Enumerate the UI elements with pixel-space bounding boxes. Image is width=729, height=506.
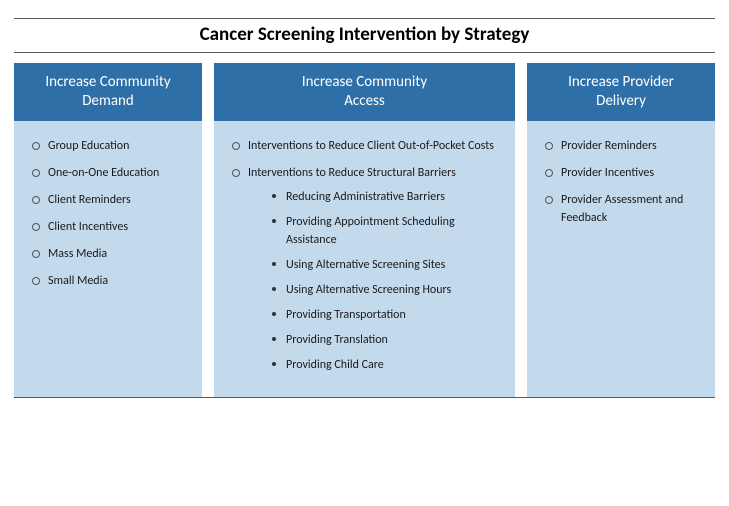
list-item-text: Provider Assessment and Feedback [561,193,683,225]
item-list: Interventions to Reduce Client Out-of-Po… [226,137,505,374]
strategy-column: Increase ProviderDelivery Provider Remind… [527,63,715,397]
list-item: Mass Media [30,245,192,263]
column-header: Increase CommunityDemand [14,63,202,121]
list-item-text: Interventions to Reduce Client Out-of-Po… [248,139,494,153]
title-bar: Cancer Screening Intervention by Strateg… [14,18,715,53]
item-list: Group Education One-on-One Education Clien… [26,137,192,290]
list-item-text: Client Incentives [48,220,128,234]
column-body: Provider Reminders Provider Incentives Pro… [527,121,715,397]
column-header: Increase ProviderDelivery [527,63,715,121]
list-item-text: One-on-One Education [48,166,159,180]
list-item: Small Media [30,272,192,290]
sub-list-item: Providing Transportation [272,306,505,324]
column-header: Increase CommunityAccess [214,63,515,121]
column-body: Group Education One-on-One Education Clien… [14,121,202,397]
list-item: Provider Reminders [543,137,705,155]
list-item-text: Small Media [48,274,108,288]
list-item: Client Reminders [30,191,192,209]
list-item-text: Provider Reminders [561,139,657,153]
list-item: One-on-One Education [30,164,192,182]
column-header-line: Increase Community [45,73,170,92]
sub-list-item: Providing Child Care [272,356,505,374]
list-item-text: Interventions to Reduce Structural Barri… [248,166,456,180]
sub-list-item: Using Alternative Screening Hours [272,281,505,299]
strategy-column: Increase CommunityAccess Interventions to… [214,63,515,397]
list-item: Client Incentives [30,218,192,236]
sub-list-item: Reducing Administrative Barriers [272,188,505,206]
column-header-line: Delivery [596,92,646,111]
list-item-text: Mass Media [48,247,107,261]
column-body: Interventions to Reduce Client Out-of-Po… [214,121,515,397]
list-item-text: Group Education [48,139,129,153]
list-item-text: Provider Incentives [561,166,654,180]
sub-list-item: Providing Appointment Scheduling Assista… [272,213,505,249]
column-header-line: Increase Community [302,73,427,92]
list-item: Interventions to Reduce Client Out-of-Po… [230,137,505,155]
sub-list-item: Using Alternative Screening Sites [272,256,505,274]
sub-item-list: Reducing Administrative Barriers Providin… [248,188,505,374]
list-item: Provider Assessment and Feedback [543,191,705,227]
strategy-column: Increase CommunityDemand Group Education O… [14,63,202,397]
list-item: Group Education [30,137,192,155]
list-item: Interventions to Reduce Structural Barri… [230,164,505,374]
columns-container: Increase CommunityDemandGroup EducationO… [14,63,715,398]
column-header-line: Demand [82,92,134,111]
item-list: Provider Reminders Provider Incentives Pro… [539,137,705,227]
column-header-line: Increase Provider [568,73,674,92]
list-item-text: Client Reminders [48,193,131,207]
sub-list-item: Providing Translation [272,331,505,349]
page-title: Cancer Screening Intervention by Strateg… [14,23,715,46]
column-header-line: Access [344,92,385,111]
list-item: Provider Incentives [543,164,705,182]
